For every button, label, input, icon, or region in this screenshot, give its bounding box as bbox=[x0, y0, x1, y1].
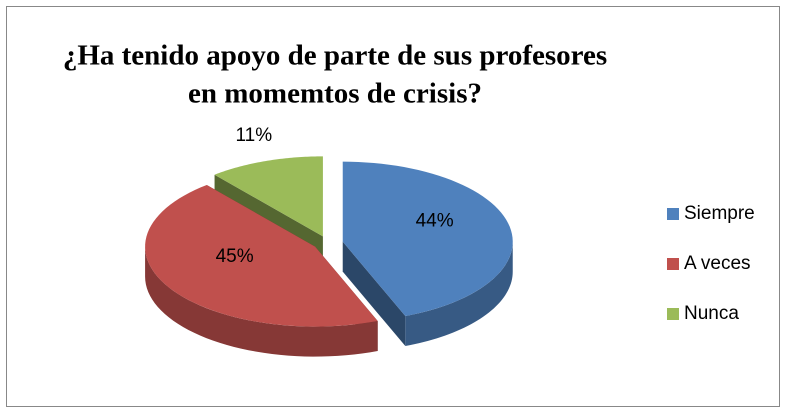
data-label: 44% bbox=[416, 210, 454, 231]
chart-title: en momemtos de crisis? bbox=[188, 78, 482, 110]
legend-label: A veces bbox=[684, 253, 751, 274]
slice bbox=[145, 184, 378, 327]
legend-swatch bbox=[667, 208, 679, 220]
slice bbox=[342, 161, 513, 317]
legend-swatch bbox=[667, 258, 679, 270]
legend-label: Siempre bbox=[684, 203, 755, 224]
data-label: 45% bbox=[216, 246, 254, 267]
legend-swatch bbox=[667, 308, 679, 320]
slice-wall bbox=[145, 246, 378, 357]
data-label: 11% bbox=[236, 125, 273, 146]
slice bbox=[214, 156, 323, 237]
legend-label: Nunca bbox=[684, 303, 739, 324]
slice-wall bbox=[405, 241, 513, 347]
slice-side bbox=[342, 241, 406, 347]
chart-title: ¿Ha tenido apoyo de parte de sus profeso… bbox=[63, 40, 607, 72]
